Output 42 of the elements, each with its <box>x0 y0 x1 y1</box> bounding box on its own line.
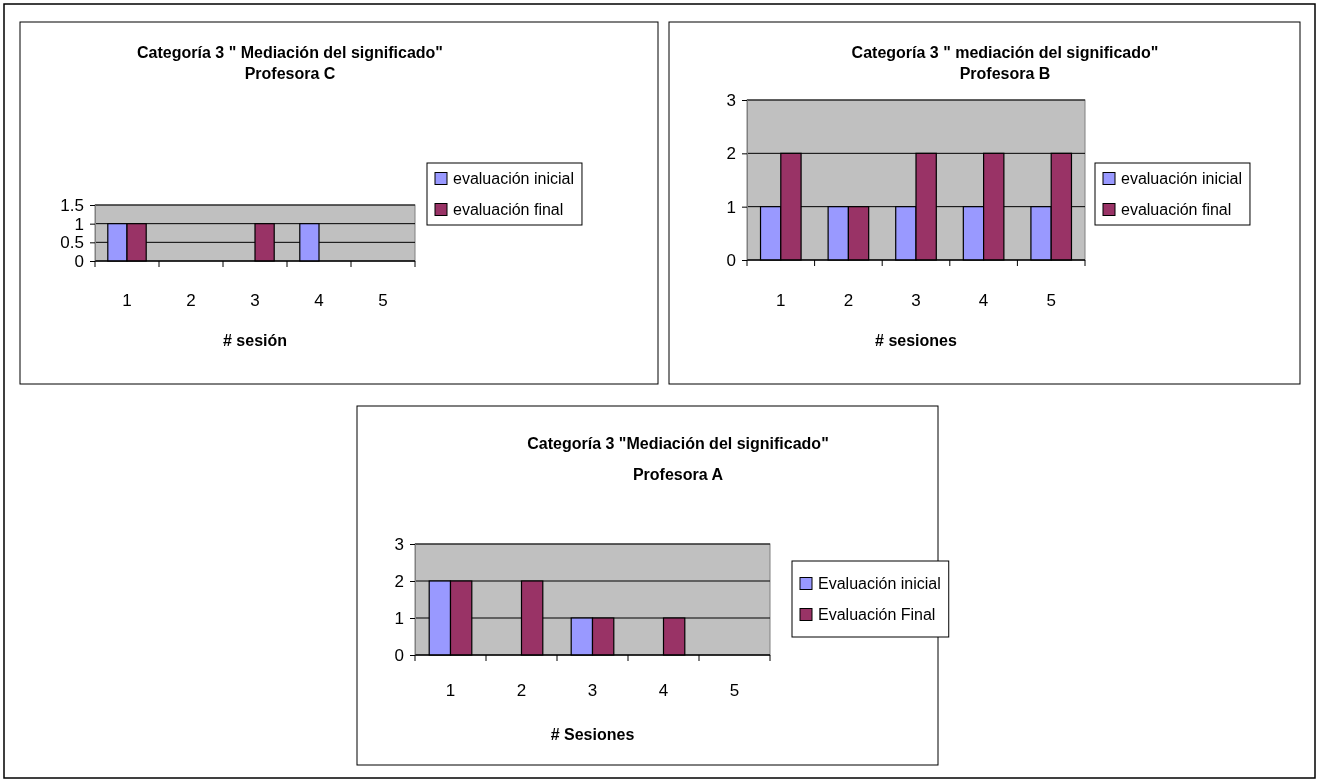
x-tick-label: 4 <box>978 290 989 310</box>
legend-label: evaluación inicial <box>1121 170 1242 188</box>
x-tick-label: 5 <box>729 680 740 700</box>
legend-label: evaluación inicial <box>453 170 574 188</box>
x-tick-label: 4 <box>658 680 669 700</box>
x-tick-label: 2 <box>516 680 527 700</box>
x-tick-label: 1 <box>445 680 456 700</box>
legend-label: Evaluación Final <box>818 606 936 624</box>
x-tick-label: 4 <box>314 290 324 310</box>
y-tick-label: 0 <box>726 250 736 270</box>
x-tick-label: 1 <box>122 290 132 310</box>
x-axis-title: # sesiones <box>875 331 958 349</box>
x-tick-label: 2 <box>186 290 196 310</box>
y-tick-label: 1 <box>394 608 404 628</box>
y-tick-label: 2 <box>394 571 404 591</box>
y-tick-label: 1.5 <box>60 195 84 215</box>
chart-title: Categoría 3 " mediación del significado" <box>851 43 1159 61</box>
chart-subtitle: Profesora A <box>632 465 724 483</box>
y-tick-label: 1 <box>726 197 736 217</box>
x-tick-label: 3 <box>250 290 260 310</box>
x-axis-title: # Sesiones <box>550 725 635 743</box>
x-tick-label: 5 <box>1046 290 1056 310</box>
y-tick-label: 0 <box>394 645 404 665</box>
y-tick-label: 1 <box>74 214 84 234</box>
x-axis-title: # sesión <box>222 331 288 349</box>
chart-title: Categoría 3 "Mediación del significado" <box>527 434 829 452</box>
chart-subtitle: Profesora B <box>959 64 1051 82</box>
chart-title: Categoría 3 " Mediación del significado" <box>137 43 443 61</box>
y-tick-label: 3 <box>394 534 404 554</box>
x-tick-label: 5 <box>378 290 388 310</box>
y-tick-label: 0.5 <box>60 233 84 253</box>
x-tick-label: 1 <box>776 290 786 310</box>
x-tick-label: 2 <box>843 290 854 310</box>
x-tick-label: 3 <box>911 290 921 310</box>
y-tick-label: 2 <box>726 144 736 164</box>
x-tick-label: 3 <box>587 680 598 700</box>
legend-label: Evaluación inicial <box>818 575 941 593</box>
legend-label: evaluación final <box>453 201 564 219</box>
y-tick-label: 0 <box>74 251 84 271</box>
y-tick-label: 3 <box>726 90 736 110</box>
legend-label: evaluación final <box>1121 201 1232 219</box>
chart-subtitle: Profesora C <box>244 64 336 82</box>
